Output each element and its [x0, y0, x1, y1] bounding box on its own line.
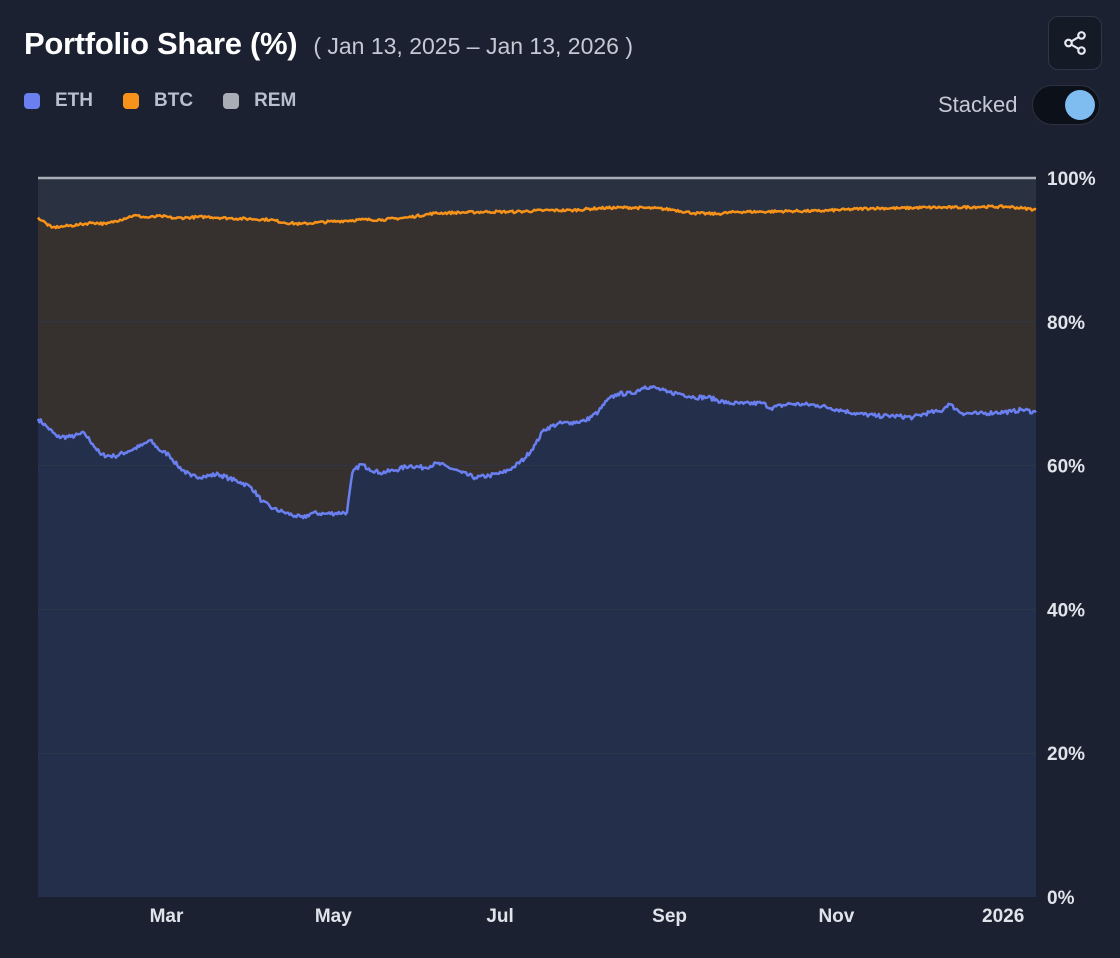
date-range: ( Jan 13, 2025 – Jan 13, 2026 )	[313, 33, 634, 59]
legend-label-btc: BTC	[154, 90, 194, 111]
legend-label-eth: ETH	[55, 90, 93, 111]
x-tick-label: 2026	[982, 906, 1024, 927]
legend-swatch-eth	[24, 93, 40, 109]
chart-legend: ETH BTC REM	[24, 90, 326, 112]
line-eth	[36, 385, 1037, 520]
share-button[interactable]	[1048, 16, 1102, 70]
legend-swatch-rem	[223, 93, 240, 109]
y-tick-label: 20%	[1047, 744, 1085, 765]
legend-label-rem: REM	[254, 90, 297, 111]
stacked-toggle[interactable]	[1031, 85, 1100, 125]
x-tick-label: Nov	[818, 906, 854, 927]
y-tick-label: 0%	[1047, 888, 1075, 909]
legend-item-btc[interactable]: BTC	[123, 90, 193, 112]
area-eth	[38, 386, 1036, 897]
toggle-knob	[1064, 90, 1095, 120]
legend-item-rem[interactable]: REM	[223, 90, 296, 112]
y-tick-label: 100%	[1047, 169, 1096, 190]
chart-header: Portfolio Share (%) ( Jan 13, 2025 – Jan…	[24, 26, 633, 62]
y-tick-label: 80%	[1047, 313, 1085, 334]
legend-item-eth[interactable]: ETH	[24, 90, 93, 112]
area-rem	[38, 178, 1036, 228]
legend-swatch-btc	[123, 93, 139, 109]
share-icon	[1064, 31, 1086, 55]
x-tick-label: May	[315, 906, 352, 927]
x-tick-label: Jul	[486, 906, 513, 927]
area-btc	[38, 205, 1036, 519]
y-tick-label: 40%	[1047, 600, 1085, 621]
y-tick-label: 60%	[1047, 457, 1085, 478]
stacked-control: Stacked	[938, 85, 1100, 125]
x-tick-label: Sep	[652, 906, 687, 927]
line-btc	[36, 204, 1037, 230]
chart-title: Portfolio Share (%)	[24, 26, 298, 61]
stacked-label: Stacked	[938, 92, 1018, 117]
x-tick-label: Mar	[150, 906, 184, 927]
